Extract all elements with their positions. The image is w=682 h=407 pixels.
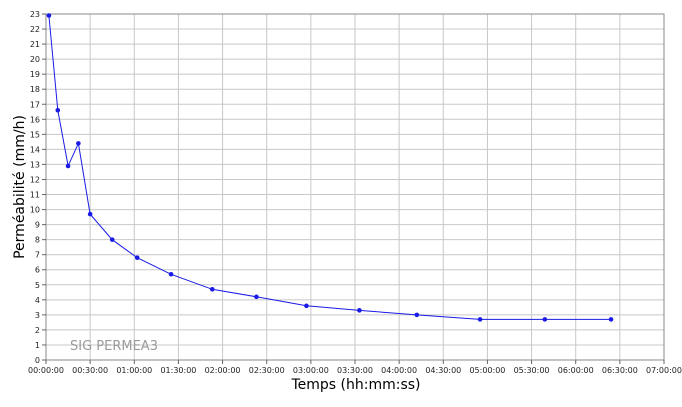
- y-tick-label: 19: [30, 70, 40, 79]
- x-tick-label: 06:30:00: [602, 366, 638, 375]
- y-tick-label: 2: [35, 326, 40, 335]
- data-point: [55, 107, 61, 113]
- y-tick-label: 4: [35, 296, 40, 305]
- x-tick-label: 01:30:00: [160, 366, 196, 375]
- x-tick-label: 05:00:00: [469, 366, 505, 375]
- y-tick-label: 15: [30, 130, 40, 139]
- series-line: [48, 15, 611, 320]
- y-tick-label: 21: [30, 40, 40, 49]
- x-tick-label: 07:00:00: [646, 366, 682, 375]
- data-point: [542, 317, 548, 322]
- y-axis-title: Perméabilité (mm/h): [12, 115, 28, 259]
- x-tick-label: 04:00:00: [381, 366, 417, 375]
- data-point: [65, 163, 71, 169]
- x-axis-ticks: 00:00:00 00:30:00 01:00:00 01:30:00 02:00:00…: [28, 360, 682, 375]
- data-point: [304, 303, 309, 309]
- y-tick-label: 17: [30, 100, 40, 109]
- data-point: [168, 271, 174, 277]
- data-point: [414, 312, 420, 318]
- y-tick-label: 8: [35, 236, 40, 245]
- data-point: [608, 317, 614, 322]
- x-tick-label: 01:00:00: [116, 366, 152, 375]
- data-point: [209, 286, 215, 292]
- data-point: [477, 317, 483, 322]
- x-tick-label: 06:00:00: [558, 366, 594, 375]
- x-tick-label: 05:30:00: [514, 366, 550, 375]
- y-tick-label: 22: [30, 25, 40, 34]
- series-layer: [46, 13, 614, 322]
- x-tick-label: 00:00:00: [28, 366, 64, 375]
- x-tick-label: 03:30:00: [337, 366, 373, 375]
- data-point: [76, 141, 81, 146]
- y-tick-label: 5: [35, 281, 40, 290]
- x-tick-label: 04:30:00: [425, 366, 461, 375]
- y-tick-label: 0: [35, 356, 40, 365]
- x-tick-label: 02:30:00: [249, 366, 285, 375]
- y-tick-label: 11: [30, 191, 40, 200]
- watermark-label: SIG PERMEA3: [70, 339, 158, 354]
- y-tick-label: 7: [35, 251, 40, 260]
- data-point: [87, 211, 93, 217]
- data-point: [254, 294, 259, 300]
- y-tick-label: 16: [30, 115, 40, 124]
- data-point: [357, 308, 362, 313]
- y-tick-label: 13: [30, 160, 40, 169]
- y-tick-label: 3: [35, 311, 40, 320]
- y-tick-label: 14: [30, 145, 40, 154]
- gridlines: [45, 13, 665, 361]
- y-tick-label: 9: [35, 221, 40, 230]
- y-tick-label: 23: [30, 10, 40, 19]
- x-tick-label: 00:30:00: [72, 366, 108, 375]
- x-tick-label: 03:00:00: [293, 366, 329, 375]
- y-tick-label: 18: [30, 85, 40, 94]
- data-point: [134, 255, 140, 261]
- data-point: [46, 13, 52, 18]
- y-tick-label: 12: [30, 175, 40, 184]
- y-tick-label: 20: [30, 55, 40, 64]
- data-point: [109, 237, 115, 242]
- y-tick-label: 10: [30, 206, 40, 215]
- y-tick-label: 6: [35, 266, 40, 275]
- y-tick-label: 1: [35, 341, 40, 350]
- x-tick-label: 02:00:00: [205, 366, 241, 375]
- x-axis-title: Temps (hh:mm:ss): [290, 377, 420, 393]
